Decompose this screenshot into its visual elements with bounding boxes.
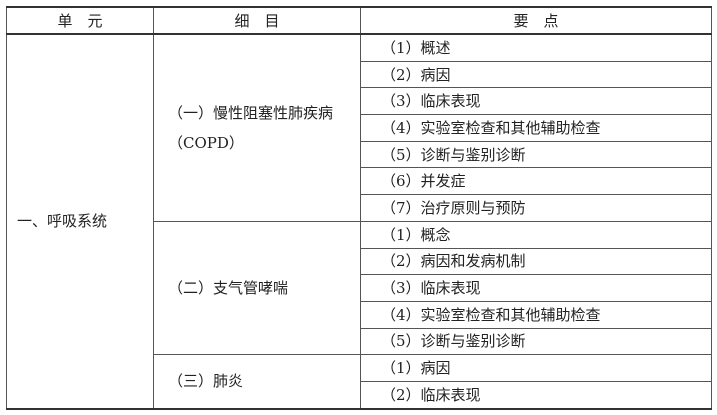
point-cell: （1）概述 [360, 33, 712, 62]
table-row: （3）临床表现 [7, 274, 712, 302]
syllabus-table: 单 元 细 目 要 点 一、呼吸系统 （一）慢性阻塞性肺疾病 （COPD） （1）… [6, 6, 712, 410]
point-cell: （2）病因和发病机制 [360, 247, 712, 276]
point-cell: （7）治疗原则与预防 [360, 194, 712, 222]
table-row: （3）临床表现 [7, 87, 712, 116]
item-title: （一）慢性阻塞性肺疾病 [168, 103, 334, 122]
item-cell: （一）慢性阻塞性肺疾病 （COPD） [153, 33, 361, 222]
table-row: （2）病因和发病机制 [7, 247, 712, 276]
table-row: （4）实验室检查和其他辅助检查 [7, 300, 712, 329]
item-cell: （三）肺炎 [153, 354, 361, 410]
table-row: （5）诊断与鉴别诊断 [7, 140, 712, 169]
point-cell: （6）并发症 [360, 167, 712, 196]
table-row: （2）病因 [7, 60, 712, 89]
table-row: （二）支气管哮喘 （1）概念 [7, 220, 712, 356]
table-row: （三）肺炎 （1）病因 [7, 354, 712, 410]
point-cell: （4）实验室检查和其他辅助检查 [360, 300, 712, 329]
point-cell: （3）临床表现 [360, 87, 712, 116]
point-cell: （2）临床表现 [360, 380, 712, 410]
table-row: （2）临床表现 [7, 380, 712, 410]
table-row: （5）诊断与鉴别诊断 [7, 327, 712, 356]
table-row: （7）治疗原则与预防 [7, 194, 712, 222]
point-cell: （1）概念 [360, 220, 712, 249]
point-cell: （5）诊断与鉴别诊断 [360, 327, 712, 356]
point-cell: （5）诊断与鉴别诊断 [360, 140, 712, 169]
item-title-abbr: （COPD） [168, 133, 244, 152]
table-row: 一、呼吸系统 （一）慢性阻塞性肺疾病 （COPD） （1）概述 [6, 33, 712, 410]
item-cell: （二）支气管哮喘 [153, 220, 361, 356]
point-cell: （4）实验室检查和其他辅助检查 [360, 114, 712, 142]
point-cell: （1）病因 [360, 354, 712, 382]
header-unit: 单 元 [6, 6, 154, 35]
point-cell: （2）病因 [360, 60, 712, 89]
table-row: （6）并发症 [7, 167, 712, 196]
point-cell: （3）临床表现 [360, 274, 712, 302]
unit-cell: 一、呼吸系统 [6, 33, 154, 410]
header-item: 细 目 [153, 6, 361, 35]
header-point: 要 点 [360, 6, 712, 35]
header-row: 单 元 细 目 要 点 [6, 6, 712, 35]
